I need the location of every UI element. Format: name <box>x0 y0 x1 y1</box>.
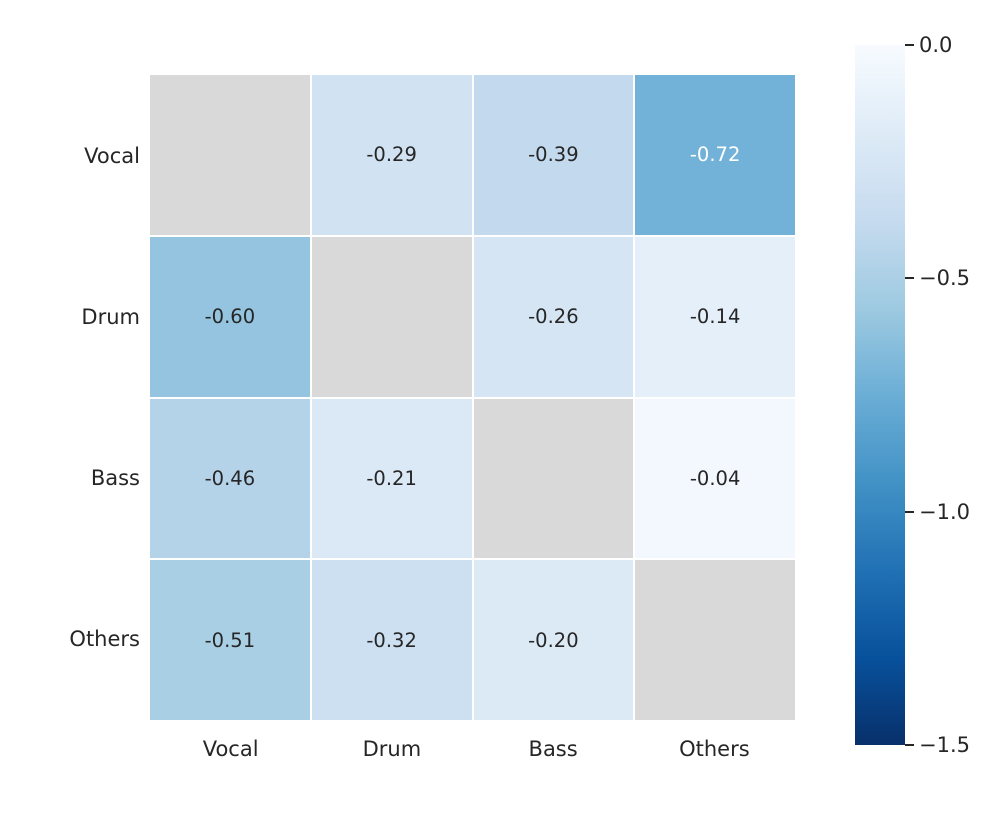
colorbar-tick-label: −1.0 <box>919 499 970 524</box>
heatmap-cell-others-vocal: -0.51 <box>150 560 310 720</box>
colorbar-tickmark-icon <box>905 277 914 280</box>
y-tick-label-vocal: Vocal <box>84 143 140 168</box>
colorbar-tick-3: −1.5 <box>905 733 970 757</box>
heatmap-cell-drum-others: -0.14 <box>635 236 795 397</box>
heatmap-cell-bass-vocal: -0.46 <box>150 398 310 559</box>
colorbar-tick-label: −1.5 <box>919 733 970 757</box>
y-tick-label-others: Others <box>69 627 140 652</box>
colorbar-tick-2: −1.0 <box>905 500 970 524</box>
heatmap-grid: -0.29 -0.39 -0.72 -0.60 -0.26 -0.14 -0.46 -0.21… <box>150 75 795 720</box>
colorbar-gradient <box>855 45 905 745</box>
colorbar-tick-1: −0.5 <box>905 266 970 290</box>
x-tick-label-drum: Drum <box>362 737 422 761</box>
heatmap-cell-vocal-bass: -0.39 <box>473 75 634 235</box>
heatmap-cell-drum-vocal: -0.60 <box>150 236 310 397</box>
colorbar: 0.0 −0.5 −1.0 −1.5 <box>855 33 970 757</box>
heatmap-cell-bass-others: -0.04 <box>635 398 795 559</box>
x-tick-label-others: Others <box>679 737 750 761</box>
y-tick-label-bass: Bass <box>90 466 140 491</box>
heatmap-cell-others-others <box>635 560 795 720</box>
colorbar-tickmark-icon <box>905 744 914 746</box>
colorbar-tick-label: 0.0 <box>919 33 953 57</box>
colorbar-tick-label: −0.5 <box>919 266 970 291</box>
heatmap-cell-drum-bass: -0.26 <box>473 236 634 397</box>
heatmap-cell-vocal-drum: -0.29 <box>311 75 472 235</box>
colorbar-tickmark-icon <box>905 510 914 513</box>
y-tick-label-drum: Drum <box>81 304 140 329</box>
heatmap-cell-vocal-vocal <box>150 75 310 235</box>
heatmap-cell-bass-drum: -0.21 <box>311 398 472 559</box>
heatmap-cell-vocal-others: -0.72 <box>635 75 795 235</box>
x-axis-labels: Vocal Drum Bass Others <box>150 730 795 768</box>
heatmap-cell-others-bass: -0.20 <box>473 560 634 720</box>
x-tick-label-bass: Bass <box>528 737 578 761</box>
heatmap-cell-drum-drum <box>311 236 472 397</box>
heatmap-cell-bass-bass <box>473 398 634 559</box>
y-axis-labels: Vocal Drum Bass Others <box>18 75 140 720</box>
colorbar-tickmark-icon <box>905 44 914 46</box>
heatmap-cell-others-drum: -0.32 <box>311 560 472 720</box>
colorbar-tick-0: 0.0 <box>905 33 952 57</box>
x-tick-label-vocal: Vocal <box>202 737 259 761</box>
